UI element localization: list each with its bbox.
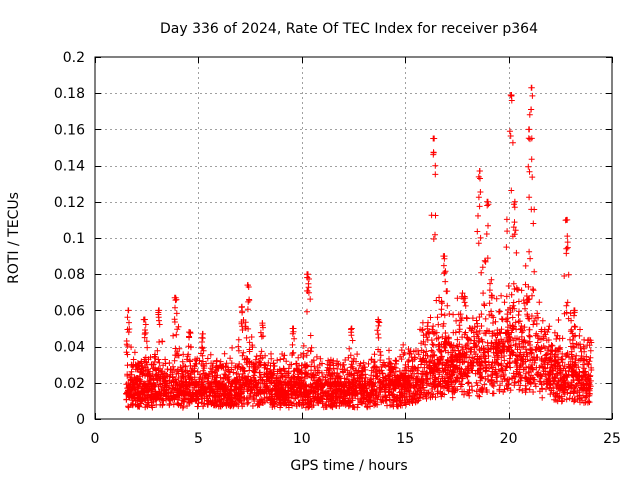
y-tick-label: 0.02 [54,376,85,392]
y-tick-label: 0.16 [54,122,85,138]
x-tick-label: 20 [500,431,518,447]
x-tick-label: 25 [603,431,621,447]
y-tick-label: 0 [76,412,85,428]
y-axis-label: ROTI / TECUs [6,192,22,284]
axis-ticks [95,57,613,420]
y-tick-label: 0.18 [54,86,85,102]
y-tick-label: 0.2 [63,50,85,66]
data-points [123,84,595,411]
x-tick-labels: 0 5 10 15 20 25 [91,431,621,447]
y-tick-label: 0.12 [54,195,85,211]
x-tick-label: 5 [194,431,203,447]
y-tick-label: 0.08 [54,267,85,283]
y-tick-label: 0.1 [63,231,85,247]
y-tick-label: 0.04 [54,340,85,356]
x-tick-label: 0 [91,431,100,447]
chart-title: Day 336 of 2024, Rate Of TEC Index for r… [160,21,538,37]
y-tick-labels: 0 0.02 0.04 0.06 0.08 0.1 0.12 0.14 0.16 0.18 0.2 [54,50,85,428]
x-axis-label: GPS time / hours [290,458,407,474]
y-tick-label: 0.14 [54,159,85,175]
roti-markers [123,84,595,411]
y-tick-label: 0.06 [54,303,85,319]
x-tick-label: 10 [293,431,311,447]
x-tick-label: 15 [396,431,414,447]
